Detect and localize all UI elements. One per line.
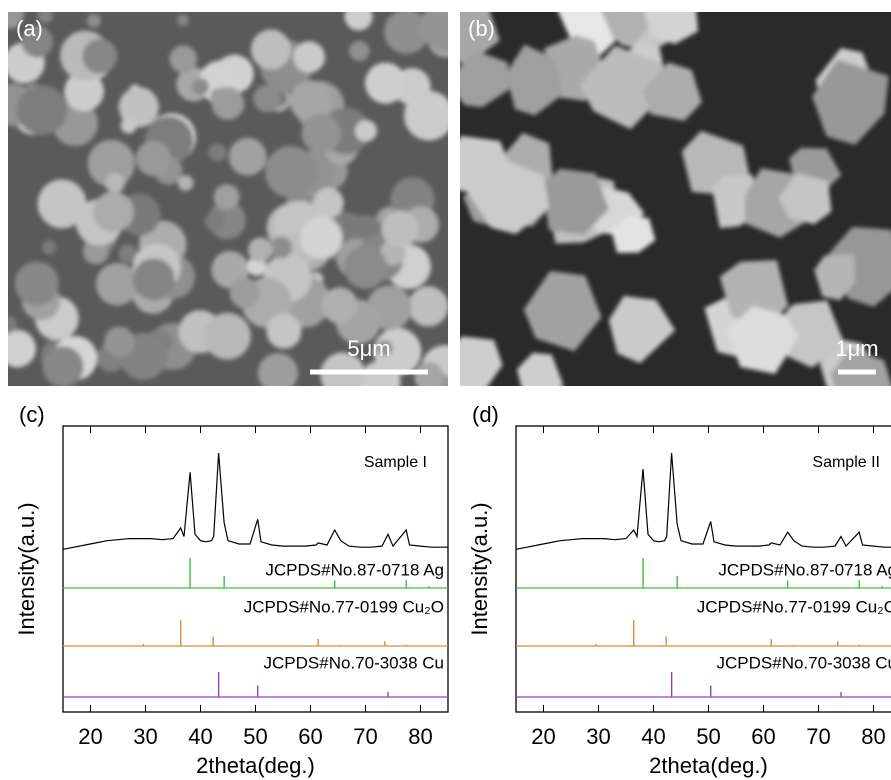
reference-label: JCPDS#No.70-3038 Cu xyxy=(264,653,444,672)
particle xyxy=(43,346,84,387)
series-label: Sample II xyxy=(812,454,880,471)
particle xyxy=(192,78,209,95)
panel-label: (a) xyxy=(16,16,43,41)
x-tick-label: 60 xyxy=(751,724,775,749)
sem-image xyxy=(0,0,471,402)
particle xyxy=(105,173,125,193)
particle xyxy=(365,63,406,104)
series-label: Sample I xyxy=(364,454,427,471)
y-axis-label: Intensity(a.u.) xyxy=(467,502,492,635)
particle xyxy=(96,263,139,306)
particle xyxy=(265,146,317,198)
x-tick-label: 30 xyxy=(586,724,610,749)
particle xyxy=(212,87,245,120)
x-tick-label: 80 xyxy=(408,724,432,749)
reference-label: JCPDS#No.87-0718 Ag xyxy=(265,560,444,579)
x-tick-label: 20 xyxy=(531,724,555,749)
particle xyxy=(251,29,291,69)
x-tick-label: 80 xyxy=(861,724,885,749)
particle xyxy=(345,2,373,30)
particle xyxy=(205,211,225,231)
particle xyxy=(344,246,387,289)
x-tick-label: 50 xyxy=(696,724,720,749)
x-tick-label: 20 xyxy=(78,724,102,749)
reference-label: JCPDS#No.77-0199 Cu₂O xyxy=(244,597,444,616)
particle xyxy=(177,14,189,26)
reference-label: JCPDS#No.70-3038 Cu xyxy=(717,653,891,672)
particle xyxy=(248,237,273,262)
panel-label: (c) xyxy=(19,402,45,427)
particle xyxy=(104,327,134,357)
particle xyxy=(270,236,292,258)
particle xyxy=(258,353,298,393)
x-tick-label: 70 xyxy=(353,724,377,749)
x-tick-label: 60 xyxy=(298,724,322,749)
particle xyxy=(408,286,448,326)
particle xyxy=(414,362,444,392)
particle xyxy=(349,41,369,61)
particle xyxy=(121,117,137,133)
page: (a) 5μm (b) 1μm (c) 20 30 40 50 60 70 80 2theta(deg.… xyxy=(0,0,891,780)
panel-label: (d) xyxy=(472,402,499,427)
particle xyxy=(322,287,358,323)
x-axis-label: 2theta(deg.) xyxy=(196,753,315,778)
particle xyxy=(82,39,117,74)
particle xyxy=(93,191,134,232)
x-tick-label: 70 xyxy=(806,724,830,749)
x-tick-label: 40 xyxy=(641,724,665,749)
scale-bar-label: 5μm xyxy=(347,336,390,361)
x-tick-label: 40 xyxy=(188,724,212,749)
particle xyxy=(404,91,454,141)
particle xyxy=(42,240,56,254)
panel-label: (b) xyxy=(468,16,495,41)
particle xyxy=(448,336,503,398)
particle xyxy=(169,45,197,73)
particle xyxy=(301,113,341,153)
particle xyxy=(355,120,377,142)
particle xyxy=(15,262,59,306)
x-tick-label: 50 xyxy=(243,724,267,749)
scale-bar-label: 1μm xyxy=(835,336,878,361)
particle xyxy=(230,278,260,308)
particle xyxy=(359,361,400,402)
particle xyxy=(382,210,419,247)
particle xyxy=(214,184,240,210)
particle xyxy=(229,138,267,176)
figure: (a) 5μm (b) 1μm (c) 20 30 40 50 60 70 80 2theta(deg.… xyxy=(0,0,891,780)
particle xyxy=(208,143,226,161)
particle xyxy=(0,316,17,333)
particle xyxy=(204,313,251,360)
particle xyxy=(133,258,175,300)
particle xyxy=(136,141,171,176)
reference-label: JCPDS#No.77-0199 Cu₂O xyxy=(697,597,891,616)
x-tick-label: 30 xyxy=(133,724,157,749)
particle xyxy=(300,216,343,259)
particle xyxy=(87,14,101,28)
particle xyxy=(0,330,36,367)
sem-image xyxy=(428,0,891,419)
y-axis-label: Intensity(a.u.) xyxy=(14,502,39,635)
x-axis-label: 2theta(deg.) xyxy=(649,753,768,778)
particle xyxy=(313,188,344,219)
reference-label: JCPDS#No.87-0718 Ag xyxy=(718,560,891,579)
particle xyxy=(178,175,194,191)
particle xyxy=(293,41,325,73)
particle xyxy=(253,85,281,113)
particle xyxy=(266,314,301,349)
particle xyxy=(17,85,67,135)
